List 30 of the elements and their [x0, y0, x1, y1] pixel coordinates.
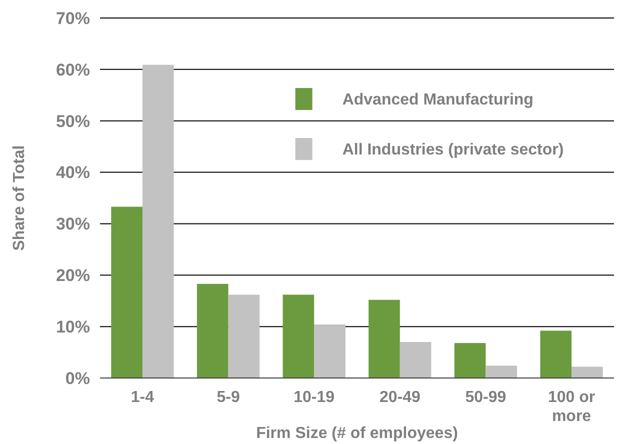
x-tick-label: 50-99 [465, 389, 506, 406]
y-tick-label: 10% [56, 318, 90, 337]
y-tick-label: 30% [56, 214, 90, 234]
bar [111, 206, 142, 378]
legend-label: Advanced Manufacturing [342, 92, 534, 109]
x-tick-label: 10-19 [294, 389, 335, 406]
y-tick-label: 50% [56, 112, 90, 131]
bar [142, 64, 174, 378]
y-tick-label: 20% [56, 266, 90, 286]
x-tick-label: 5-9 [216, 389, 240, 406]
y-tick-label: 40% [56, 163, 90, 182]
bar [454, 343, 486, 378]
x-tick-label: 100 or more [548, 389, 596, 425]
bar [572, 366, 603, 378]
bar [314, 324, 346, 378]
bar [228, 294, 260, 378]
bar [486, 366, 518, 378]
y-tick-label: 60% [56, 60, 90, 80]
bar [540, 330, 572, 378]
x-axis-title: Firm Size (# of employees) [256, 425, 458, 442]
bar [196, 284, 228, 378]
bar [282, 294, 314, 378]
y-tick-label: 0% [65, 368, 90, 388]
y-tick-label: 70% [56, 8, 90, 28]
x-tick-label: 20-49 [379, 389, 420, 406]
x-tick-label: 1-4 [130, 389, 154, 406]
y-axis-title: Share of Total [11, 145, 28, 251]
bar [368, 300, 400, 378]
legend-label: All Industries (private sector) [342, 142, 564, 159]
bar [400, 342, 432, 378]
